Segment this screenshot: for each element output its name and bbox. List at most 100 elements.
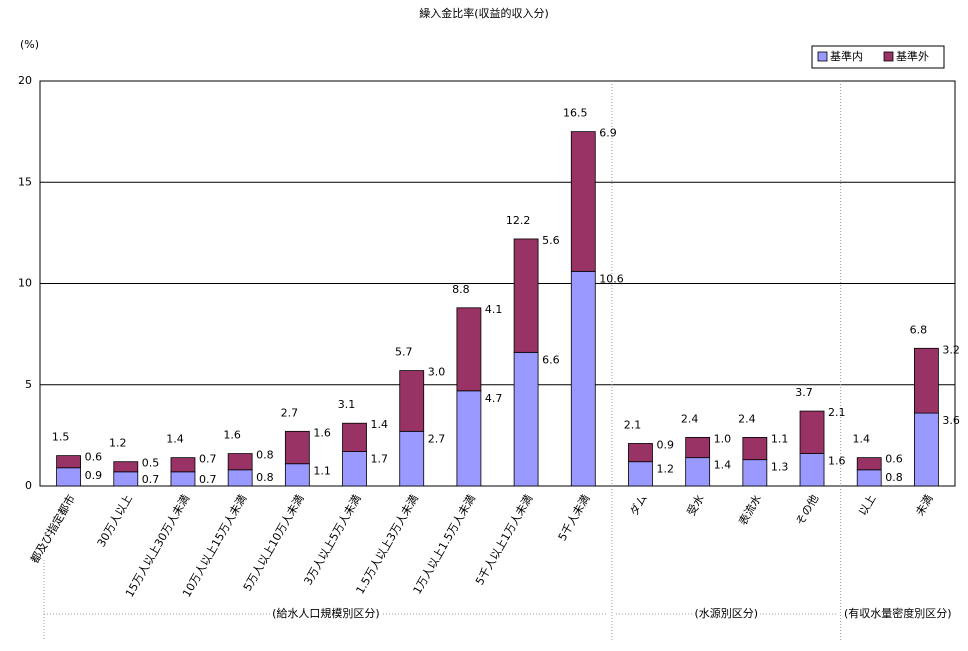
y-tick-label: 15: [18, 175, 32, 188]
value-label: 0.7: [199, 453, 217, 466]
bar-segment: [799, 410, 825, 455]
bar-segment: [399, 370, 425, 432]
y-tick-label: 10: [18, 277, 32, 290]
legend-label: 基準外: [896, 49, 929, 63]
value-label: 0.8: [885, 471, 903, 484]
x-tick-label: 5千人未満: [556, 493, 593, 544]
legend-swatch: [817, 51, 828, 62]
value-label: 1.6: [828, 455, 846, 468]
total-label: 3.1: [338, 398, 356, 411]
total-label: 1.6: [223, 429, 241, 442]
x-tick-label: ダム: [627, 492, 650, 518]
total-label: 1.5: [52, 431, 70, 444]
value-label: 0.5: [142, 457, 160, 470]
value-label: 0.6: [885, 453, 903, 466]
x-tick-label: 1.5万人以上3万人未満: [353, 493, 421, 597]
bar-segment: [227, 469, 253, 487]
bar-segment: [284, 463, 310, 487]
x-tick-label: 5万人以上10万人未満: [241, 493, 307, 594]
bar-segment: [628, 461, 653, 487]
value-label: 0.9: [656, 438, 674, 451]
x-tick-label: 以上: [856, 493, 878, 519]
x-tick-label: その他: [793, 493, 821, 528]
total-label: 2.4: [681, 412, 699, 425]
total-label: 2.1: [624, 418, 642, 431]
bar-segment: [113, 471, 139, 487]
bar-segment: [914, 347, 939, 414]
x-tick-label: 都及び指定都市: [27, 492, 78, 566]
bar-segment: [799, 453, 825, 487]
value-label: 0.8: [256, 449, 274, 462]
x-tick-label: 受水: [685, 493, 707, 519]
y-tick-label: 5: [25, 378, 32, 391]
bar-segment: [570, 270, 596, 487]
bar-segment: [56, 467, 81, 487]
total-label: 2.7: [281, 406, 299, 419]
value-label: 0.7: [199, 473, 217, 486]
total-label: 16.5: [563, 107, 588, 120]
total-label: 1.4: [166, 433, 184, 446]
total-label: 8.8: [452, 283, 470, 296]
group-label: (水源別区分): [694, 606, 758, 620]
total-label: 1.4: [852, 433, 870, 446]
x-tick-label: 10万人以上15万人未満: [180, 493, 249, 600]
y-tick-label: 0: [25, 479, 32, 492]
bar-segment: [170, 471, 196, 487]
value-label: 6.6: [542, 353, 560, 366]
bar-segment: [856, 457, 882, 471]
value-label: 1.2: [656, 463, 674, 476]
value-label: 0.9: [85, 469, 103, 482]
total-label: 6.8: [910, 323, 928, 336]
total-label: 3.7: [795, 386, 813, 399]
bar-segment: [914, 412, 939, 487]
bar-segment: [456, 307, 482, 392]
chart-title: 繰入金比率(収益的収入分): [419, 6, 549, 20]
value-label: 2.1: [828, 406, 846, 419]
total-label: 1.2: [109, 437, 127, 450]
x-tick-label: 表流水: [735, 492, 764, 528]
value-label: 1.3: [771, 461, 789, 474]
total-label: 2.4: [738, 412, 756, 425]
bar-segment: [342, 422, 367, 452]
value-label: 5.6: [542, 234, 560, 247]
value-label: 3.0: [428, 366, 446, 379]
group-label: (有収水量密度別区分): [844, 606, 952, 620]
bar-segment: [856, 469, 882, 487]
legend-swatch: [883, 51, 894, 62]
bar-segment: [742, 459, 768, 487]
value-label: 0.6: [85, 451, 103, 464]
bar-segment: [170, 457, 196, 473]
x-tick-label: 未満: [913, 493, 935, 519]
value-label: 1.4: [371, 418, 389, 431]
value-label: 4.7: [485, 392, 503, 405]
bar-segment: [742, 436, 768, 461]
y-tick-label: 20: [18, 74, 32, 87]
x-tick-label: 1万人以上1.5万人未満: [411, 493, 479, 597]
value-label: 4.1: [485, 303, 503, 316]
bar-segment: [456, 390, 482, 487]
value-label: 0.7: [142, 473, 160, 486]
value-label: 3.6: [942, 414, 960, 427]
legend: 基準内 基準外: [811, 45, 945, 69]
value-label: 10.6: [599, 272, 624, 285]
value-label: 0.8: [256, 471, 274, 484]
bar-segment: [399, 430, 425, 487]
x-tick-label: 15万人以上30万人未満: [123, 493, 192, 600]
legend-box: [811, 45, 945, 69]
y-unit: (%): [20, 38, 39, 51]
value-label: 1.0: [714, 432, 732, 445]
value-label: 1.4: [714, 459, 732, 472]
x-tick-label: 30万人以上: [95, 493, 135, 550]
bar-segment: [56, 455, 81, 469]
value-label: 3.2: [942, 343, 960, 356]
bar-segment: [570, 131, 596, 272]
bar-segment: [342, 451, 367, 487]
x-tick-label: 5千人以上1万人未満: [473, 493, 535, 588]
bar-segment: [628, 443, 653, 463]
bar-segment: [284, 430, 310, 465]
legend-label: 基準内: [830, 49, 863, 63]
x-tick-label: 3万人以上5万人未満: [301, 493, 363, 588]
bar-segment: [513, 238, 539, 353]
value-label: 1.6: [313, 426, 331, 439]
